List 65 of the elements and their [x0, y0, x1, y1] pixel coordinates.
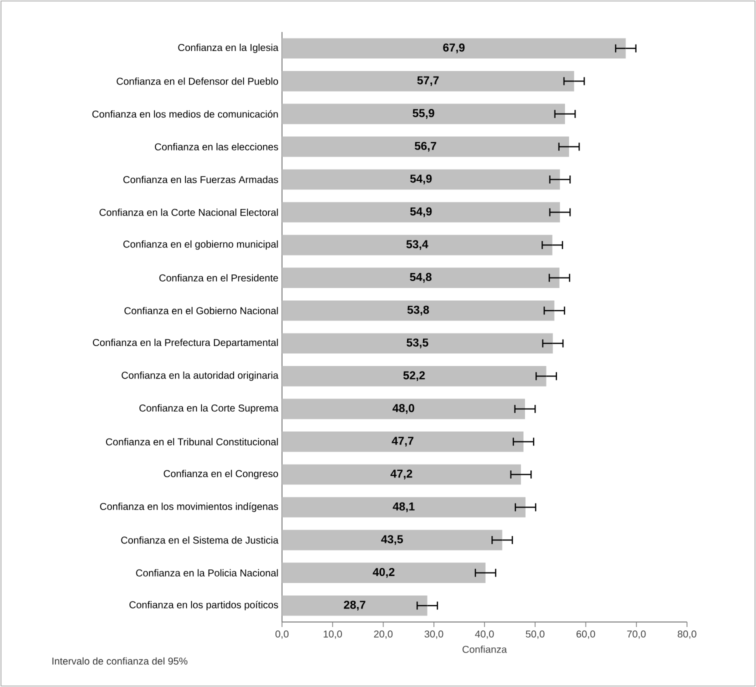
bar: [282, 464, 521, 485]
y-tick-label: Confianza en las Fuerzas Armadas: [123, 176, 278, 184]
data-label: 54,8: [410, 272, 432, 283]
bar: [282, 595, 428, 616]
data-label: 53,5: [406, 338, 428, 348]
x-tick-label: 0,0: [275, 630, 289, 639]
y-tick-label: Confianza en el Sistema de Justicia: [121, 536, 278, 544]
y-tick-label: Confianza en los medios de comunicación: [92, 110, 278, 118]
x-tick-label: 20,0: [374, 630, 393, 639]
bar: [282, 530, 502, 550]
y-tick-label: Confianza en la Prefectura Departamental: [92, 338, 278, 348]
data-label: 67,9: [443, 43, 465, 54]
x-tick-label: 60,0: [576, 630, 596, 639]
y-tick-label: Confianza en la Iglesia: [178, 44, 278, 54]
x-tick-label: 40,0: [475, 630, 494, 639]
data-label: 43,5: [381, 535, 403, 545]
data-label: 53,4: [406, 240, 428, 250]
bar: [282, 169, 560, 190]
data-label: 55,9: [412, 109, 434, 119]
y-tick-label: Confianza en el Defensor del Pueblo: [116, 78, 278, 85]
y-tick-label: Confianza en la Corte Suprema: [139, 404, 278, 414]
x-tick-label: 80,0: [678, 630, 696, 639]
bar: [282, 38, 626, 59]
y-tick-label: Confianza en el Tribunal Constitucional: [106, 438, 278, 446]
data-label: 47,7: [392, 436, 414, 447]
bar: [282, 268, 560, 288]
data-label: 40,2: [372, 568, 394, 578]
data-label: 48,0: [392, 404, 414, 414]
data-label: 52,2: [403, 371, 425, 382]
data-label: 53,8: [407, 306, 429, 316]
y-tick-label: Confianza en el gobierno municipal: [123, 240, 278, 250]
y-tick-label: Confianza en el Gobierno Nacional: [124, 306, 278, 314]
bar: [282, 202, 560, 222]
data-label: 57,7: [417, 76, 439, 86]
x-tick-label: 70,0: [627, 630, 646, 639]
y-tick-label: Confianza en la Corte Nacional Electoral: [100, 208, 278, 216]
y-tick-label: Confianza en el Congreso: [164, 470, 278, 480]
bar: [282, 497, 526, 518]
bar: [282, 70, 574, 92]
data-label: 54,9: [410, 207, 432, 218]
y-tick-label: Confianza en los movimientos indígenas: [100, 502, 278, 512]
y-tick-label: Confianza en los partidos poíticos: [129, 600, 278, 610]
data-label: 28,7: [344, 600, 366, 610]
data-label: 56,7: [414, 142, 436, 152]
x-tick-label: 30,0: [424, 630, 444, 639]
y-tick-label: Confianza en las elecciones: [154, 143, 278, 150]
x-tick-label: 10,0: [324, 630, 342, 639]
bar: [282, 398, 526, 420]
data-label: 47,2: [390, 470, 412, 480]
bar: [282, 104, 566, 124]
data-label: 54,9: [410, 174, 432, 184]
bar: [282, 333, 553, 354]
y-tick-label: Confianza en el Presidente: [159, 274, 278, 282]
bar: [282, 136, 570, 157]
bar: [282, 234, 552, 256]
text: Intervalo de confianza del 95%: [52, 657, 188, 665]
y-tick-label: Confianza en la Policia Nacional: [136, 569, 278, 576]
x-axis-title: Confianza: [462, 646, 507, 653]
bar: [282, 300, 554, 321]
x-tick-label: 50,0: [526, 630, 544, 639]
y-tick-label: Confianza en la autoridad originaria: [122, 372, 278, 381]
data-label: 48,1: [392, 502, 415, 512]
bar: [282, 366, 546, 386]
bar: [282, 432, 524, 452]
bar: [282, 562, 486, 583]
